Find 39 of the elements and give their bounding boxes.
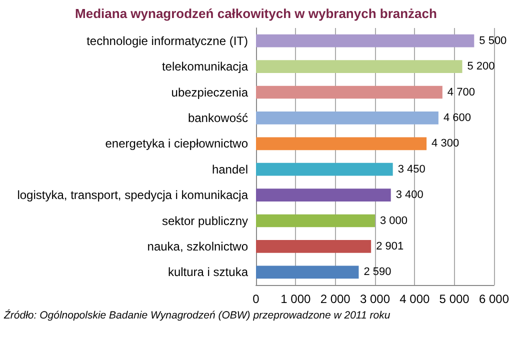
data-label: 2 590 [364, 266, 392, 278]
data-label: 3 450 [398, 163, 426, 176]
bar [256, 214, 375, 228]
data-label: 5 500 [479, 34, 507, 47]
bar [256, 266, 359, 279]
data-label: 4 300 [432, 138, 460, 150]
y-tick-label: energetyka i ciepłownictwo [105, 136, 248, 151]
x-tick-label: 1 000 [280, 292, 312, 306]
x-tick-label: 0 [252, 292, 260, 306]
bar [256, 188, 391, 202]
data-label: 2 901 [376, 240, 404, 252]
x-tick-label: 5 000 [439, 292, 470, 306]
y-tick-label: logistyka, transport, spedycja i komunikacja [17, 188, 248, 202]
y-tick-label: handel [212, 162, 248, 176]
x-tick-label: 2 000 [320, 292, 351, 306]
y-tick-label: sektor publiczny [162, 214, 248, 228]
y-tick-label: telekomunikacja [162, 60, 248, 74]
bar [256, 240, 372, 253]
y-tick-label: bankowość [188, 110, 248, 125]
y-tick-label: kultura i sztuka [168, 265, 248, 280]
data-label: 4 600 [443, 112, 471, 124]
data-label: 4 700 [447, 86, 475, 98]
y-tick-label: technologie informatyczne (IT) [86, 34, 248, 48]
data-label: 5 200 [467, 60, 495, 73]
bar [256, 60, 462, 73]
x-tick-label: 6 000 [478, 292, 510, 306]
y-tick-label: ubezpieczenia [171, 85, 248, 100]
bar [256, 112, 438, 124]
bar [256, 137, 427, 150]
y-tick-label: nauka, szkolnictwo [147, 239, 248, 254]
bar [256, 162, 393, 176]
x-tick-label: 4 000 [400, 292, 430, 306]
data-label: 3 000 [380, 214, 408, 227]
x-tick-label: 3 000 [360, 292, 390, 306]
data-label: 3 400 [396, 189, 424, 202]
bar [256, 34, 474, 48]
chart-title: Mediana wynagrodzeń całkowitych w wybranych branżach [75, 6, 438, 21]
bar [256, 86, 442, 99]
text: Źródło: Ogólnopolskie Badanie Wynagrodzeń (OBW) przeprowadzone w 2011 roku [3, 308, 390, 322]
